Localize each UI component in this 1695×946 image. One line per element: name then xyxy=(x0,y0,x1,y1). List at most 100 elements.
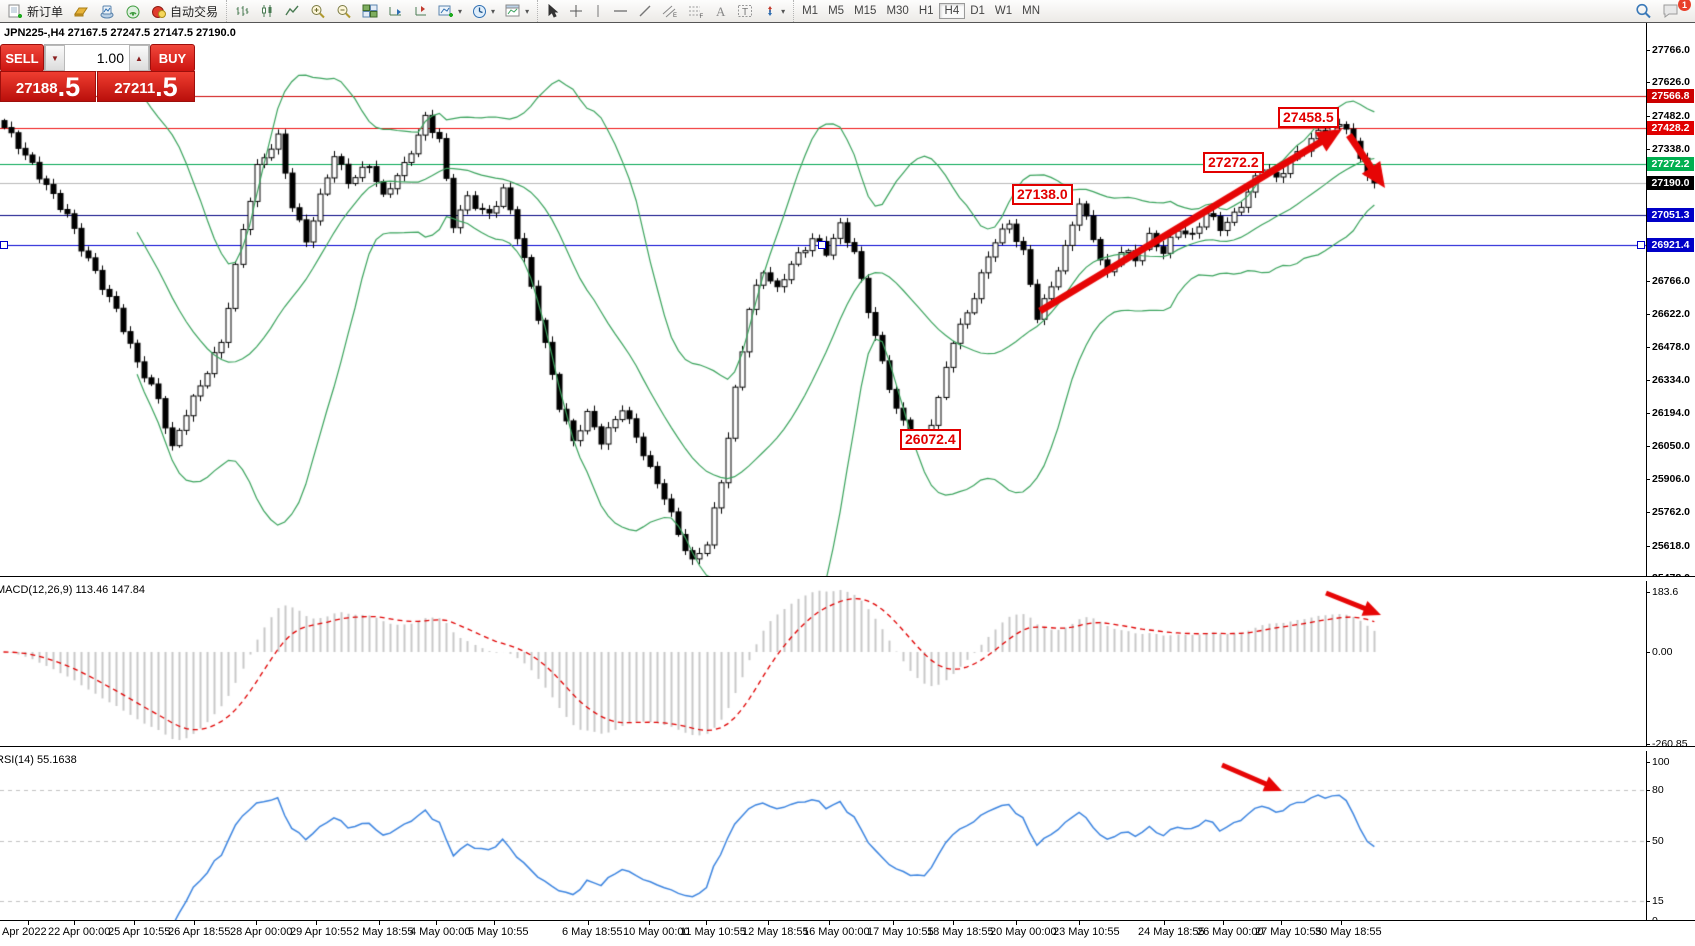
search-button[interactable] xyxy=(1630,0,1657,22)
timeframe-button-w1[interactable]: W1 xyxy=(994,5,1013,17)
tile-windows-button[interactable] xyxy=(357,0,383,22)
timeframe-button-h1[interactable]: H1 xyxy=(918,5,934,17)
auto-trading-icon xyxy=(152,5,167,18)
line-selection-handle[interactable] xyxy=(818,240,826,249)
price-axis-tick: 26478.0 xyxy=(1652,341,1690,354)
svg-text:F: F xyxy=(700,14,704,18)
rsi-axis-tick: 80 xyxy=(1652,784,1664,796)
volume-increase-button[interactable]: ▲ xyxy=(129,45,149,71)
horizontal-line-button[interactable] xyxy=(608,0,633,22)
price-annotation-label[interactable]: 27458.5 xyxy=(1278,107,1339,128)
crosshair-icon xyxy=(570,5,583,17)
date-axis-label: 16 May 00:00 xyxy=(803,926,870,938)
new-chart-dropdown[interactable]: ▾ xyxy=(433,0,467,22)
price-level-badge: 27428.2 xyxy=(1647,120,1694,135)
timeframe-button-m1[interactable]: M1 xyxy=(802,5,819,17)
date-axis-label: 10 May 00:00 xyxy=(623,926,690,938)
timeframe-button-mn[interactable]: MN xyxy=(1022,5,1041,17)
rsi-axis-tickmark xyxy=(1646,790,1650,791)
price-annotation-label[interactable]: 27138.0 xyxy=(1012,184,1073,205)
auto-trading-button[interactable]: 自动交易 xyxy=(146,0,223,22)
price-annotation-label[interactable]: 27272.2 xyxy=(1203,152,1264,173)
line-studies-toolbar-group: E F A T ▾ xyxy=(537,0,793,22)
price-axis-tickmark xyxy=(1646,380,1650,382)
chart-shift-button[interactable] xyxy=(408,0,433,22)
date-axis[interactable]: Apr 2022 22 Apr 00:00 25 Apr 10:55 26 Apr 1… xyxy=(0,920,1695,946)
price-axis-tickmark xyxy=(1646,347,1650,349)
auto-scroll-icon xyxy=(389,7,402,16)
clock-icon xyxy=(473,4,487,18)
rsi-label: RSI(14) 55.1638 xyxy=(0,754,77,766)
cursor-icon xyxy=(548,4,559,18)
chart-shift-icon xyxy=(415,6,427,16)
line-chart-button[interactable] xyxy=(280,0,305,22)
date-axis-tickmark xyxy=(74,921,75,925)
date-axis-label: Apr 2022 xyxy=(2,926,47,938)
auto-trading-label: 自动交易 xyxy=(170,4,219,19)
arrows-dropdown[interactable]: ▾ xyxy=(758,0,790,22)
price-annotation-label[interactable]: 26072.4 xyxy=(900,429,961,450)
buy-price-display[interactable]: 27211.5 xyxy=(97,71,195,102)
date-axis-label: 28 Apr 00:00 xyxy=(230,926,293,938)
volume-decrease-button[interactable]: ▼ xyxy=(45,45,65,71)
timeframe-button-h4[interactable]: H4 xyxy=(938,3,966,19)
new-order-button[interactable]: 新订单 xyxy=(3,0,68,22)
vertical-line-button[interactable] xyxy=(588,0,608,22)
bar-chart-button[interactable] xyxy=(230,0,255,22)
price-axis-tick: 26766.0 xyxy=(1652,274,1690,287)
macd-axis-border xyxy=(1646,581,1647,746)
equidistant-channel-icon: E xyxy=(662,5,677,18)
trendline-button[interactable] xyxy=(633,0,657,22)
market-watch-button[interactable] xyxy=(94,0,120,22)
volume-value[interactable]: 1.00 xyxy=(96,50,124,66)
timeframe-button-m5[interactable]: M5 xyxy=(828,5,845,17)
trendline-icon xyxy=(639,5,651,17)
equidistant-channel-button[interactable]: E xyxy=(657,0,683,22)
fibonacci-button[interactable]: F xyxy=(683,0,709,22)
sell-price-display[interactable]: 27188.5 xyxy=(0,71,96,102)
rsi-canvas[interactable] xyxy=(0,751,1646,920)
date-axis-label: 30 May 18:55 xyxy=(1315,926,1382,938)
cursor-button[interactable] xyxy=(541,0,564,22)
macd-indicator-pane[interactable]: MACD(12,26,9) 113.46 147.84 183.6 0.00 -26… xyxy=(0,581,1695,750)
periods-dropdown[interactable]: ▾ xyxy=(467,0,500,22)
date-axis-label: 26 May 00:00 xyxy=(1197,926,1264,938)
notifications-button[interactable]: 1 xyxy=(1657,0,1691,22)
notification-count-badge: 1 xyxy=(1678,0,1691,11)
timeframe-button-m15[interactable]: M15 xyxy=(854,5,877,17)
dropdown-caret: ▾ xyxy=(458,6,463,16)
line-selection-handle[interactable] xyxy=(1637,240,1645,249)
buy-button[interactable]: BUY xyxy=(150,44,195,72)
main-chart-pane[interactable]: JPN225-,H4 27167.5 27247.5 27147.5 27190… xyxy=(0,22,1695,584)
fibonacci-icon: F xyxy=(689,6,704,18)
date-axis-tickmark xyxy=(316,921,317,925)
zoom-in-button[interactable] xyxy=(305,0,331,22)
date-axis-tickmark xyxy=(1223,921,1224,925)
templates-dropdown[interactable]: ▾ xyxy=(500,0,534,22)
candlestick-chart-canvas[interactable] xyxy=(0,23,1646,577)
macd-canvas[interactable] xyxy=(0,581,1646,746)
zoom-out-button[interactable] xyxy=(331,0,357,22)
date-axis-tickmark xyxy=(1079,921,1080,925)
zoom-out-icon xyxy=(337,4,351,18)
line-selection-handle[interactable] xyxy=(0,240,8,249)
date-axis-tickmark xyxy=(588,921,589,925)
rsi-indicator-pane[interactable]: RSI(14) 55.1638 1008050150 xyxy=(0,751,1695,927)
text-label-button[interactable]: T xyxy=(732,0,758,22)
date-axis-tickmark xyxy=(1281,921,1282,925)
date-axis-tickmark xyxy=(28,921,29,925)
arrows-icon xyxy=(768,6,773,16)
timeframe-button-m30[interactable]: M30 xyxy=(886,5,909,17)
timeframe-button-d1[interactable]: D1 xyxy=(970,5,985,17)
chart-profiles-button[interactable] xyxy=(68,0,94,22)
text-button[interactable]: A xyxy=(709,0,732,22)
sell-button[interactable]: SELL xyxy=(0,44,44,72)
auto-scroll-button[interactable] xyxy=(383,0,408,22)
crosshair-button[interactable] xyxy=(564,0,588,22)
price-axis-tick: 27626.0 xyxy=(1652,76,1690,89)
signals-button[interactable] xyxy=(120,0,146,22)
candlestick-chart-button[interactable] xyxy=(255,0,280,22)
date-axis-tickmark xyxy=(893,921,894,925)
dropdown-caret: ▾ xyxy=(525,6,530,16)
date-axis-label: 17 May 10:55 xyxy=(867,926,934,938)
